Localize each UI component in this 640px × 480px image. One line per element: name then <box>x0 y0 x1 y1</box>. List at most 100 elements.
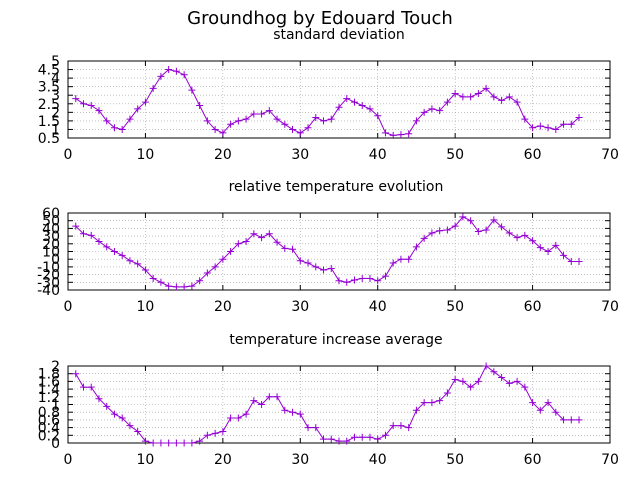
data-point <box>172 439 180 447</box>
data-point <box>552 125 560 133</box>
y-tick-label: 4.5 <box>38 63 60 79</box>
data-point <box>234 414 242 422</box>
x-tick-label: 10 <box>137 452 155 468</box>
data-point <box>172 283 180 291</box>
data-point <box>536 406 544 414</box>
data-point <box>327 115 335 123</box>
data-point <box>312 263 320 271</box>
data-point <box>258 401 266 408</box>
data-point <box>358 433 366 441</box>
data-point <box>521 231 529 239</box>
data-point <box>482 84 490 92</box>
data-point <box>304 124 312 132</box>
y-tick-label: 1.6 <box>38 374 60 390</box>
data-point <box>436 107 444 115</box>
data-point <box>157 439 165 447</box>
x-tick-label: 40 <box>369 299 387 315</box>
data-point <box>203 117 211 125</box>
data-point <box>234 117 242 125</box>
data-point <box>258 234 266 242</box>
x-tick-label: 30 <box>291 299 309 315</box>
x-tick-label: 50 <box>446 299 464 315</box>
data-point <box>273 238 281 246</box>
data-point <box>544 124 552 132</box>
data-point <box>505 93 513 101</box>
data-point <box>513 377 521 385</box>
data-point <box>134 105 142 113</box>
y-tick-label: 0 <box>51 252 60 268</box>
data-point <box>536 244 544 252</box>
x-tick-label: 10 <box>137 147 155 163</box>
data-point <box>374 112 382 120</box>
y-tick-label: 1 <box>51 122 60 138</box>
data-point <box>72 95 80 103</box>
data-point <box>95 107 103 115</box>
y-tick-label: 1.4 <box>38 382 60 398</box>
x-tick-label: 40 <box>369 452 387 468</box>
data-point <box>103 243 111 251</box>
data-point <box>505 229 513 237</box>
subplot-title: standard deviation <box>273 27 405 43</box>
data-point <box>459 93 467 101</box>
data-point <box>513 234 521 242</box>
data-point <box>343 278 351 286</box>
data-point <box>219 427 227 435</box>
data-point <box>141 98 149 106</box>
data-point <box>110 124 118 132</box>
data-point <box>335 437 343 445</box>
y-tick-label: 10 <box>42 245 60 261</box>
data-point <box>327 435 335 443</box>
data-point <box>366 274 374 282</box>
subplot-title: temperature increase average <box>229 332 442 348</box>
data-point <box>327 264 335 272</box>
data-point <box>529 237 537 245</box>
data-point <box>575 113 583 121</box>
data-point <box>443 226 451 234</box>
data-point <box>451 375 459 383</box>
data-point <box>188 282 196 290</box>
y-tick-label: 0 <box>51 436 60 452</box>
data-point <box>350 98 358 106</box>
data-point <box>110 248 118 255</box>
data-point <box>474 377 482 385</box>
data-point <box>381 272 389 280</box>
data-point <box>358 101 366 109</box>
data-point <box>451 222 459 230</box>
data-point <box>443 389 451 397</box>
data-point <box>529 399 537 407</box>
data-point <box>428 229 436 237</box>
data-point <box>335 277 343 285</box>
data-point <box>474 90 482 98</box>
data-point <box>227 248 235 255</box>
data-point <box>265 230 273 238</box>
data-point <box>157 278 165 286</box>
data-point <box>350 433 358 441</box>
y-tick-label: -40 <box>37 283 60 299</box>
x-tick-label: 60 <box>524 452 542 468</box>
data-point <box>211 429 219 437</box>
y-tick-label: 0.5 <box>38 131 60 147</box>
data-point <box>165 66 173 74</box>
data-point <box>118 125 126 133</box>
x-tick-label: 30 <box>291 452 309 468</box>
data-point <box>79 230 87 238</box>
data-point <box>118 251 126 259</box>
data-point <box>575 416 583 424</box>
data-point <box>211 125 219 133</box>
data-point <box>79 100 87 108</box>
x-tick-label: 50 <box>446 147 464 163</box>
data-point <box>72 222 80 230</box>
y-tick-label: 2 <box>51 359 60 375</box>
data-point <box>529 124 537 132</box>
y-tick-label: 2 <box>51 105 60 121</box>
y-tick-label: 0.8 <box>38 405 60 421</box>
data-point <box>436 397 444 405</box>
y-tick-label: 20 <box>42 237 60 253</box>
data-point <box>459 213 467 221</box>
x-tick-label: 20 <box>214 452 232 468</box>
data-point <box>265 107 273 115</box>
data-point <box>110 410 118 418</box>
data-point <box>72 370 80 378</box>
